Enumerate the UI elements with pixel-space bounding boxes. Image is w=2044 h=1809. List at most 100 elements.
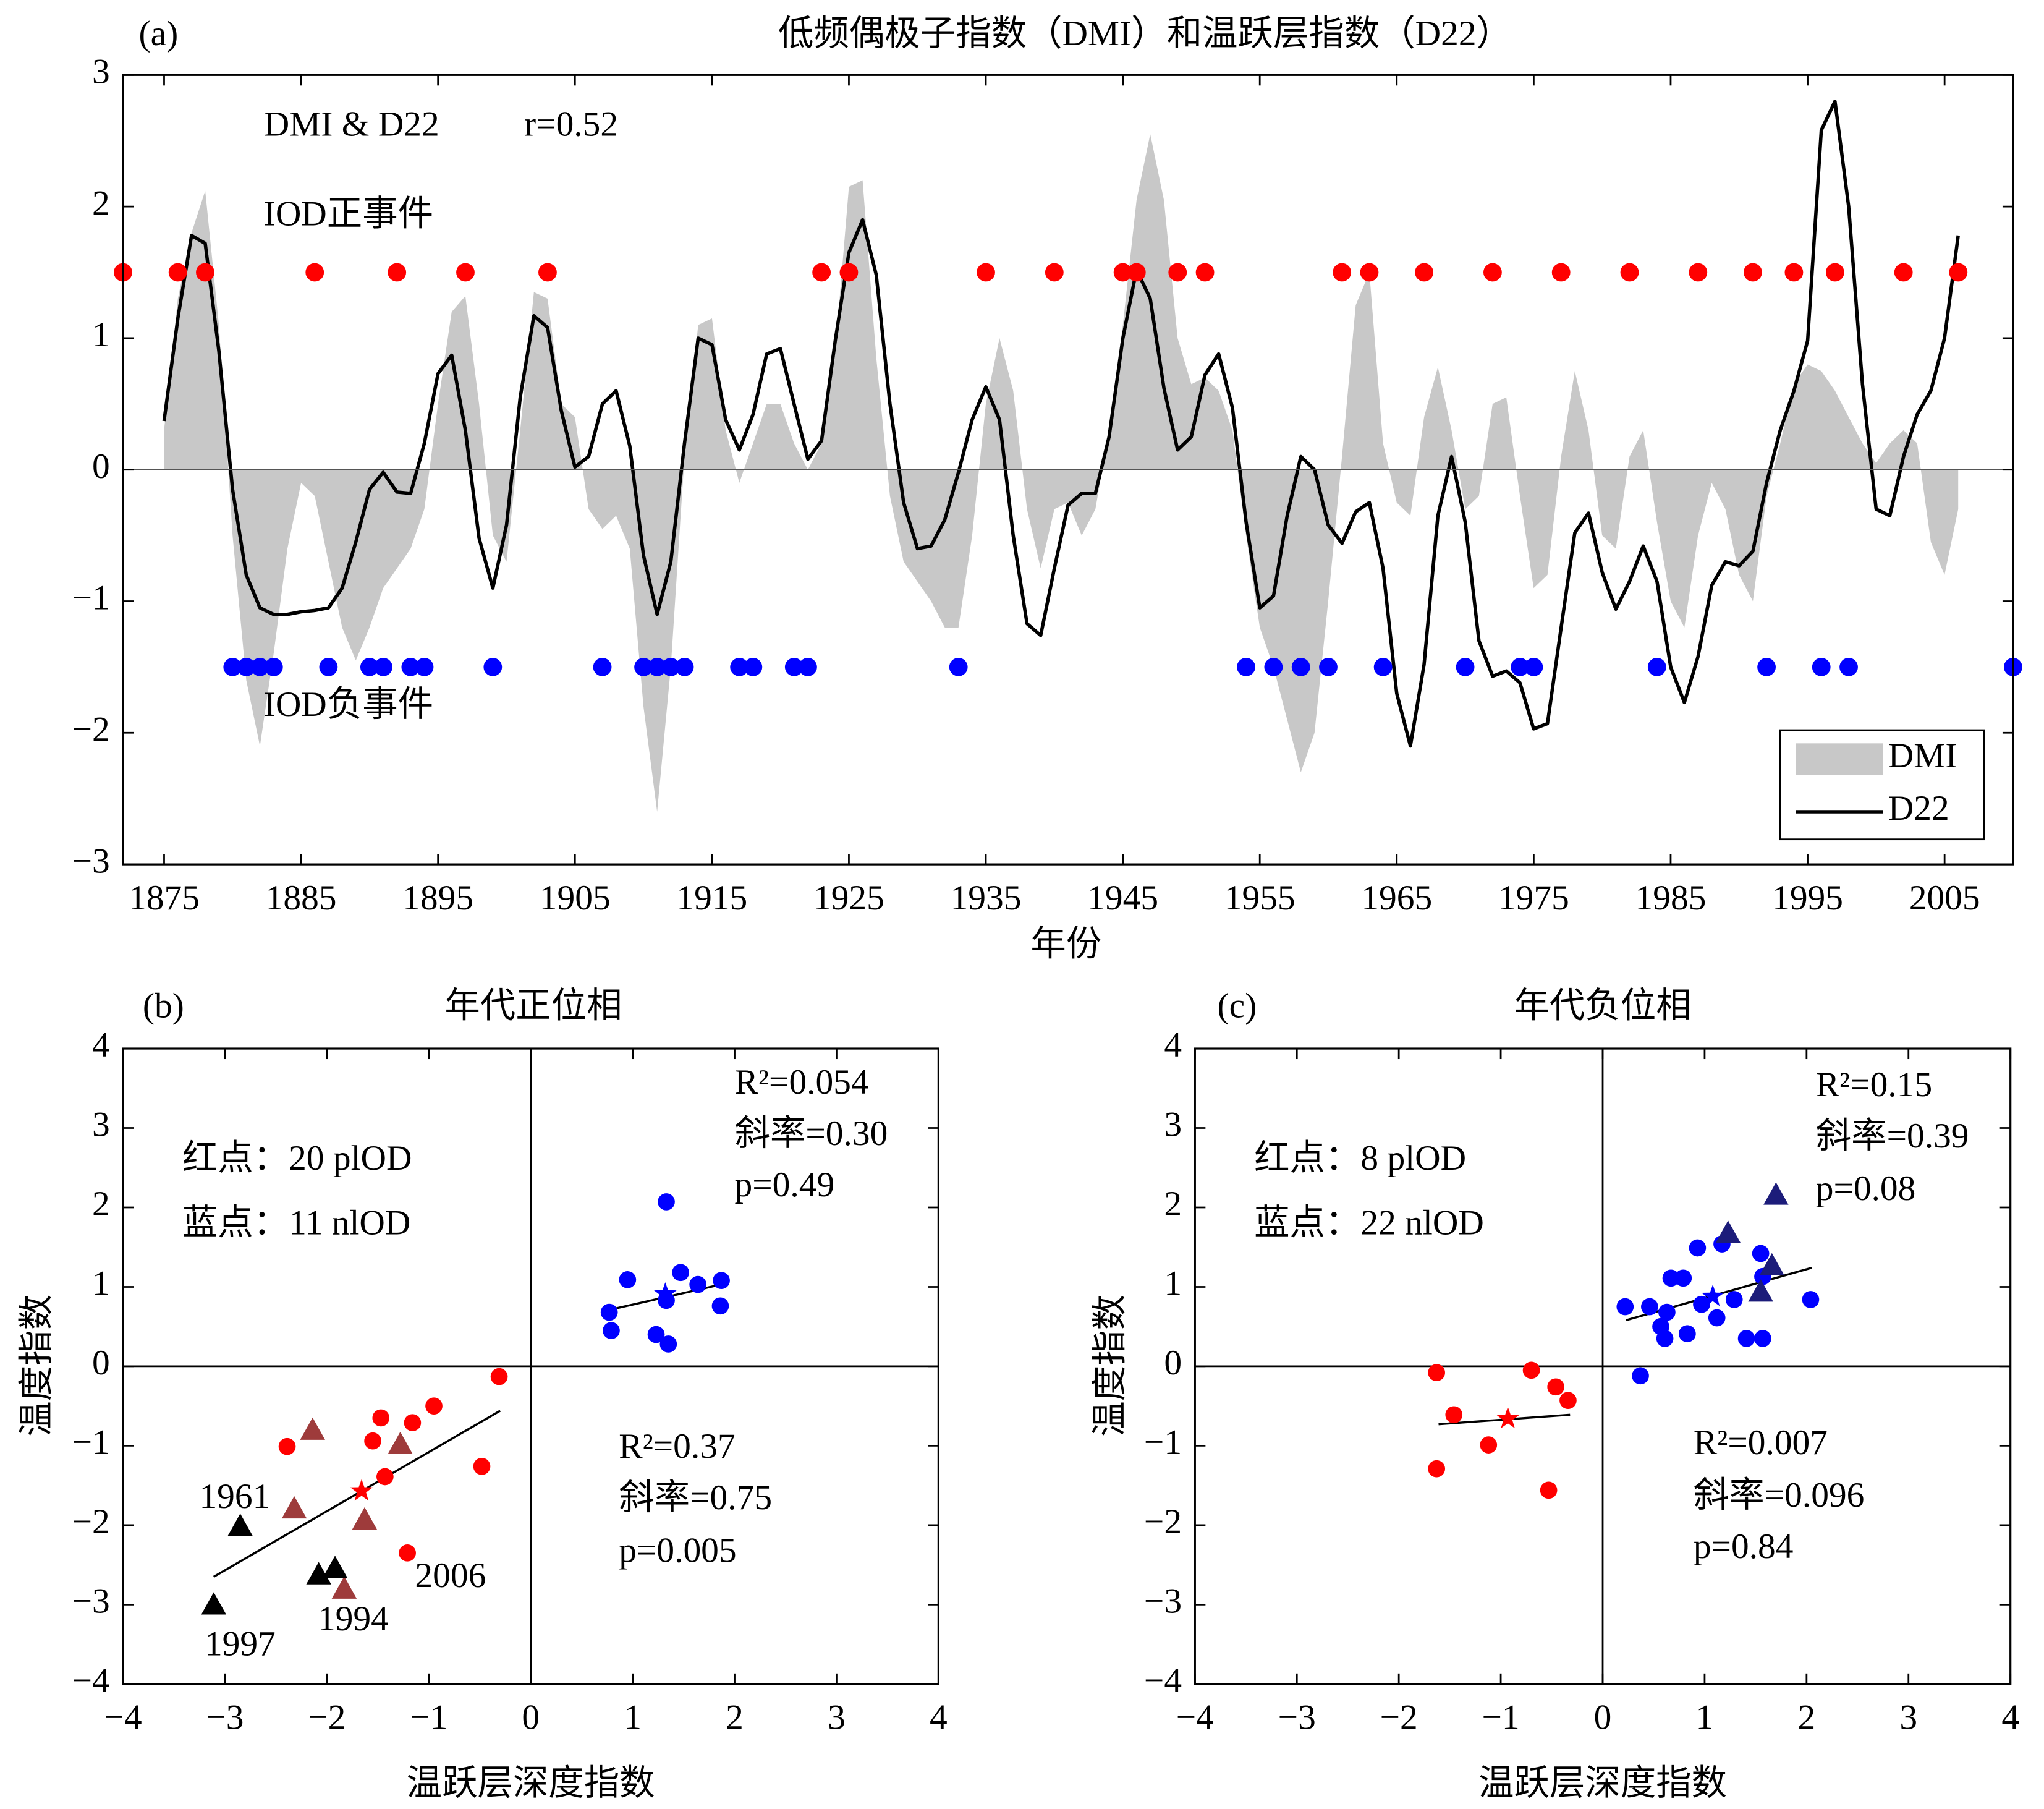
y-tick-label: 3	[92, 1105, 110, 1144]
point	[278, 1437, 296, 1455]
point	[1480, 1436, 1498, 1454]
y-tick-label: −1	[72, 1423, 110, 1462]
event-dot	[812, 263, 831, 282]
annotation: R²=0.37	[619, 1427, 735, 1466]
axes-box	[122, 1047, 939, 1685]
point	[425, 1397, 443, 1415]
point	[376, 1468, 394, 1486]
y-tick-label: −2	[72, 1502, 110, 1541]
point	[1616, 1298, 1634, 1316]
y-tick-label: 4	[1164, 1026, 1182, 1065]
event-dot	[593, 658, 612, 676]
event-label: IOD正事件	[264, 194, 433, 233]
point	[364, 1432, 381, 1450]
axes-box	[122, 74, 2014, 866]
y-tick-label: −3	[72, 841, 110, 880]
point	[1641, 1298, 1658, 1316]
mean-star	[350, 1479, 373, 1501]
x-tick-label: 1985	[1635, 879, 1707, 917]
annotation: 斜率=0.39	[1816, 1117, 1969, 1156]
y-axis-label: 温度指数	[1091, 1295, 1130, 1437]
point	[1428, 1460, 1446, 1478]
event-dot	[634, 658, 653, 676]
y-tick-label: 3	[92, 52, 110, 91]
annotation: 1997	[205, 1624, 276, 1663]
x-tick-label: 1925	[813, 879, 884, 917]
annotation: 斜率=0.75	[619, 1478, 772, 1517]
event-dot	[223, 658, 242, 676]
annotation: 斜率=0.096	[1694, 1476, 1865, 1515]
point	[1689, 1239, 1707, 1257]
point	[388, 1431, 413, 1455]
point	[352, 1507, 378, 1530]
x-tick-label: 1995	[1772, 879, 1843, 917]
point	[490, 1368, 508, 1385]
y-tick-label: 0	[92, 1343, 110, 1382]
x-tick-label: 1	[624, 1698, 642, 1737]
x-tick-label: 1945	[1087, 879, 1158, 917]
event-dot	[675, 658, 694, 676]
point	[1559, 1392, 1577, 1410]
legend-label: D22	[1888, 789, 1949, 828]
annotation: 斜率=0.30	[735, 1114, 888, 1153]
event-dot	[374, 658, 392, 676]
point	[1802, 1291, 1820, 1308]
x-tick-label: 1905	[540, 879, 611, 917]
x-axis-label: 温跃层深度指数	[1478, 1764, 1727, 1803]
annotation: 2006	[415, 1556, 486, 1595]
point	[1540, 1481, 1558, 1499]
annotation: 蓝点：11 nlOD	[182, 1203, 411, 1242]
event-dot	[730, 658, 749, 676]
point	[689, 1275, 706, 1293]
point	[1754, 1330, 1771, 1347]
point	[300, 1417, 325, 1440]
x-tick-label: 3	[828, 1698, 846, 1737]
x-tick-label: −1	[410, 1698, 447, 1737]
point	[1708, 1309, 1726, 1327]
event-dot	[1689, 263, 1708, 282]
event-dot	[483, 658, 503, 676]
annotation: p=0.49	[735, 1165, 835, 1204]
chart-title: 年代正位相	[444, 986, 622, 1025]
x-tick-label: 1935	[951, 879, 1022, 917]
y-tick-label: −3	[1144, 1582, 1182, 1621]
event-dot	[1839, 658, 1858, 676]
event-dot	[360, 658, 379, 676]
point	[331, 1576, 357, 1599]
x-tick-label: 0	[522, 1698, 540, 1737]
event-dot	[1456, 658, 1475, 676]
point	[1632, 1367, 1649, 1385]
annotation: R²=0.007	[1694, 1423, 1828, 1462]
point	[1752, 1245, 1770, 1262]
y-tick-label: 0	[1164, 1343, 1182, 1382]
chart-title: 年代负位相	[1514, 986, 1691, 1025]
event-dot	[744, 658, 763, 676]
event-dot	[1264, 658, 1283, 676]
point	[713, 1272, 730, 1290]
chart-title: 低频偶极子指数（DMI）和温跃层指数（D22）	[778, 14, 1512, 53]
y-tick-label: 2	[1164, 1185, 1182, 1224]
y-tick-label: 2	[92, 1185, 110, 1224]
event-dot	[1415, 263, 1434, 282]
x-tick-label: 1955	[1224, 879, 1296, 917]
annotation: p=0.005	[619, 1531, 736, 1570]
x-tick-label: 1885	[266, 879, 337, 917]
event-dot	[1647, 658, 1666, 676]
x-axis-label: 温跃层深度指数	[407, 1764, 655, 1803]
event-dot	[196, 263, 214, 282]
point	[1759, 1253, 1784, 1275]
y-tick-label: −1	[72, 579, 110, 618]
y-tick-label: 1	[1164, 1264, 1182, 1303]
annotation: 1994	[318, 1599, 389, 1638]
y-tick-label: 1	[92, 315, 110, 354]
y-tick-label: −4	[1144, 1661, 1182, 1700]
event-dot	[1551, 263, 1571, 282]
annotation: 红点：20 plOD	[182, 1139, 412, 1178]
x-tick-label: 3	[1899, 1698, 1917, 1737]
point	[600, 1303, 618, 1321]
event-dot	[1045, 263, 1064, 282]
x-tick-label: 0	[1594, 1698, 1612, 1737]
point	[658, 1193, 675, 1211]
point	[1725, 1291, 1743, 1308]
